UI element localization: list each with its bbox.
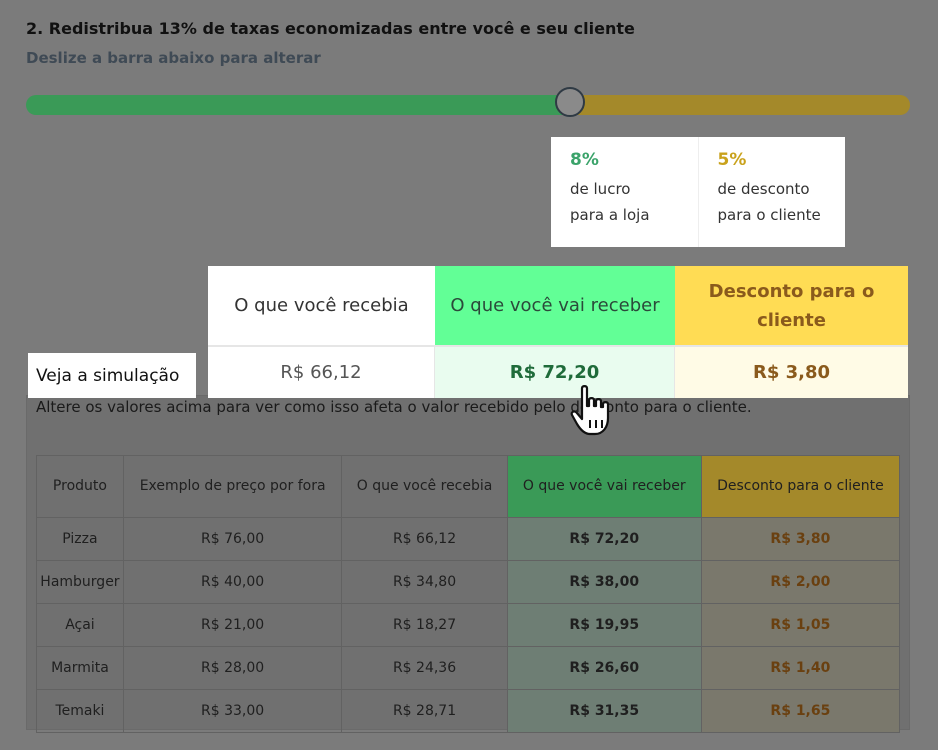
slider-client-fill xyxy=(569,95,910,115)
col-outside-price: Exemplo de preço por fora xyxy=(122,455,343,518)
cell-product: Pizza xyxy=(36,517,124,561)
cell-product: Hamburger xyxy=(36,560,124,604)
store-percent: 8% xyxy=(570,150,599,170)
cell-outside-price: R$ 40,00 xyxy=(122,560,343,604)
cell-before: R$ 18,27 xyxy=(341,603,508,647)
table-row: Marmita R$ 28,00 R$ 24,36 R$ 26,60 R$ 1,… xyxy=(36,646,901,690)
col-discount: Desconto para o cliente xyxy=(700,455,901,518)
cell-before: R$ 34,80 xyxy=(341,560,508,604)
store-line-2: para a loja xyxy=(570,206,650,224)
cell-outside-price: R$ 28,00 xyxy=(122,646,343,690)
header-discount: Desconto para o cliente xyxy=(675,266,908,345)
cell-receive: R$ 26,60 xyxy=(506,646,702,690)
cell-discount: R$ 2,00 xyxy=(700,560,901,604)
col-product: Produto xyxy=(36,455,124,518)
cell-before: R$ 66,12 xyxy=(341,517,508,561)
cell-receive: R$ 72,20 xyxy=(506,517,702,561)
col-before: O que você recebia xyxy=(341,455,508,518)
section-subtitle: Deslize a barra abaixo para alterar xyxy=(26,49,321,67)
header-before: O que você recebia xyxy=(208,266,435,345)
table-row: Temaki R$ 33,00 R$ 28,71 R$ 31,35 R$ 1,6… xyxy=(36,689,901,733)
cell-outside-price: R$ 33,00 xyxy=(122,689,343,733)
cell-product: Marmita xyxy=(36,646,124,690)
table-row: Pizza R$ 76,00 R$ 66,12 R$ 72,20 R$ 3,80 xyxy=(36,517,901,561)
value-receive: R$ 72,20 xyxy=(435,345,675,398)
store-share: 8% de lucro para a loja xyxy=(551,137,698,247)
cell-product: Açai xyxy=(36,603,124,647)
cell-receive: R$ 31,35 xyxy=(506,689,702,733)
cell-discount: R$ 1,05 xyxy=(700,603,901,647)
table-header-row: Produto Exemplo de preço por fora O que … xyxy=(36,455,901,518)
value-before: R$ 66,12 xyxy=(208,345,435,398)
table-row: Hamburger R$ 40,00 R$ 34,80 R$ 38,00 R$ … xyxy=(36,560,901,604)
cell-before: R$ 28,71 xyxy=(341,689,508,733)
table-row: Açai R$ 21,00 R$ 18,27 R$ 19,95 R$ 1,05 xyxy=(36,603,901,647)
cell-receive: R$ 38,00 xyxy=(506,560,702,604)
simulation-note: Altere os valores acima para ver como is… xyxy=(36,398,752,416)
cell-receive: R$ 19,95 xyxy=(506,603,702,647)
products-table: Produto Exemplo de preço por fora O que … xyxy=(36,455,901,733)
client-share: 5% de desconto para o cliente xyxy=(697,137,846,247)
store-line-1: de lucro xyxy=(570,180,631,198)
client-line-1: de desconto xyxy=(717,180,810,198)
cell-before: R$ 24,36 xyxy=(341,646,508,690)
slider-store-fill xyxy=(26,95,570,115)
comparison-card: O que você recebia O que você vai recebe… xyxy=(208,266,908,398)
hand-pointer-icon xyxy=(570,385,610,436)
header-receive: O que você vai receber xyxy=(435,266,675,345)
section-title: 2. Redistribua 13% de taxas economizadas… xyxy=(26,19,635,38)
simulation-label: Veja a simulação xyxy=(28,353,196,398)
cell-discount: R$ 1,65 xyxy=(700,689,901,733)
split-summary-card: 8% de lucro para a loja 5% de desconto p… xyxy=(551,137,845,247)
client-percent: 5% xyxy=(717,150,747,170)
cell-discount: R$ 3,80 xyxy=(700,517,901,561)
split-slider-track[interactable] xyxy=(26,95,910,115)
col-receive: O que você vai receber xyxy=(506,455,702,518)
cell-outside-price: R$ 76,00 xyxy=(122,517,343,561)
value-discount: R$ 3,80 xyxy=(675,345,908,398)
client-line-2: para o cliente xyxy=(717,206,821,224)
cell-product: Temaki xyxy=(36,689,124,733)
slider-thumb[interactable] xyxy=(554,87,585,117)
cell-outside-price: R$ 21,00 xyxy=(122,603,343,647)
cell-discount: R$ 1,40 xyxy=(700,646,901,690)
